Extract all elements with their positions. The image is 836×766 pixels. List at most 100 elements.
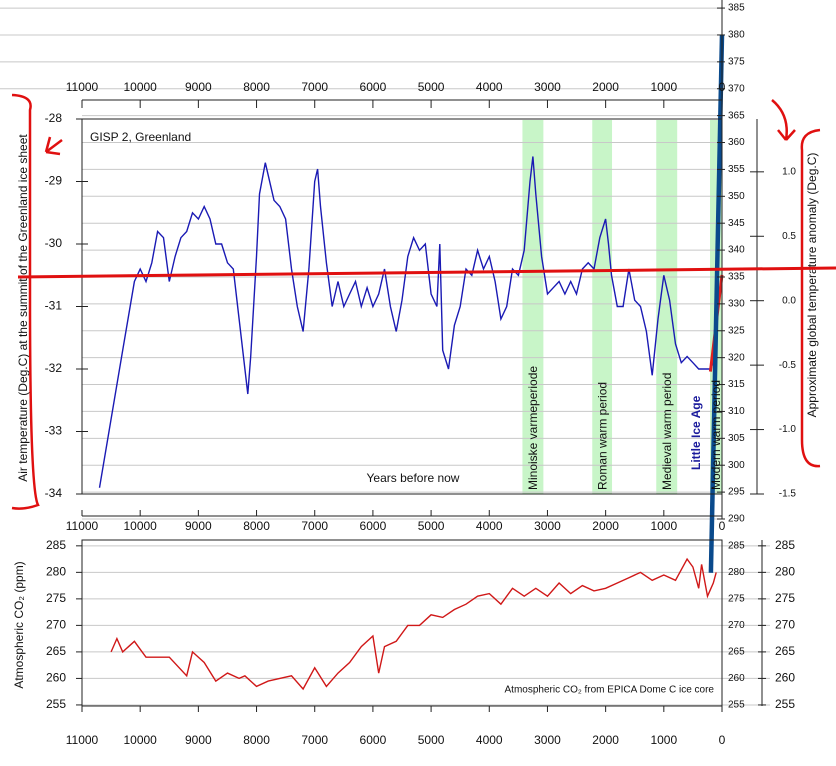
y-tick-label: 255 — [775, 697, 795, 711]
y-tick-label: 280 — [775, 565, 795, 579]
y3-tick-label: 325 — [728, 325, 745, 336]
marks — [98, 34, 725, 691]
y-axis-label: Air temperature (Deg.C) at the summit of… — [16, 134, 30, 482]
x-tick-label: 7000 — [301, 80, 328, 94]
y-tick-label: 265 — [728, 647, 745, 658]
x-tick-label: 1000 — [650, 733, 677, 747]
x-tick-label: 8000 — [243, 733, 270, 747]
hand-annotations — [11, 93, 836, 510]
axes — [76, 0, 766, 712]
x-tick-label: 6000 — [360, 519, 387, 533]
x-tick-label: 5000 — [418, 80, 445, 94]
plot-frame — [81, 118, 723, 495]
y2-tick-label: -0.5 — [779, 360, 797, 371]
y3-tick-label: 335 — [728, 272, 745, 283]
y3-tick-label: 365 — [728, 110, 745, 121]
x-tick-label: 4000 — [476, 519, 503, 533]
y-tick-label: 280 — [46, 565, 66, 579]
x-tick-label: 0 — [719, 733, 726, 747]
co2-source: Atmospheric CO₂ from EPICA Dome C ice co… — [505, 685, 715, 696]
right-arrow — [771, 99, 796, 141]
y-tick-label: 275 — [775, 591, 795, 605]
y-tick-label: 275 — [46, 591, 66, 605]
y-tick-label: -30 — [45, 236, 63, 250]
y3-tick-label: 350 — [728, 191, 745, 202]
y2-tick-label: 0.0 — [782, 295, 796, 306]
x-tick-label: 8000 — [243, 519, 270, 533]
y2-tick-label: -1.0 — [779, 424, 797, 435]
period-label: Modern warm period — [709, 380, 723, 490]
y3-tick-label: 290 — [728, 514, 745, 525]
x-tick-label: 2000 — [592, 80, 619, 94]
period-band — [656, 120, 678, 494]
y2-tick-label: 1.0 — [782, 166, 796, 177]
x-tick-label: 10000 — [123, 519, 157, 533]
x-tick-label: 4000 — [476, 733, 503, 747]
x-axis-label: Years before now — [367, 471, 460, 485]
x-tick-label: 3000 — [534, 80, 561, 94]
x-tick-label: 9000 — [185, 733, 212, 747]
x-tick-label: 9000 — [185, 519, 212, 533]
co2-axis-label: Atmospheric CO₂ (ppm) — [12, 561, 26, 688]
x-tick-label: 6000 — [360, 80, 387, 94]
y-tick-label: 265 — [46, 644, 66, 658]
left-arrow — [44, 136, 63, 156]
y3-tick-label: 295 — [728, 487, 745, 498]
x-tick-label: 8000 — [243, 80, 270, 94]
y-tick-label: -29 — [45, 174, 63, 188]
period-band — [592, 120, 613, 494]
y3-tick-label: 340 — [728, 245, 745, 256]
y-tick-label: 255 — [46, 697, 66, 711]
x-tick-label: 1000 — [650, 519, 677, 533]
y3-tick-label: 330 — [728, 299, 745, 310]
y-tick-label: 270 — [46, 618, 66, 632]
panel-label: GISP 2, Greenland — [90, 130, 191, 144]
y3-tick-label: 300 — [728, 460, 745, 471]
x-tick-label: 2000 — [592, 733, 619, 747]
y3-tick-label: 310 — [728, 406, 745, 417]
x-tick-label: 7000 — [301, 519, 328, 533]
y2-axis-label: Approximate global temperature anomaly (… — [805, 153, 819, 418]
x-tick-label: 4000 — [476, 80, 503, 94]
x-tick-label: 2000 — [592, 519, 619, 533]
x-tick-label: 1000 — [650, 80, 677, 94]
little-ice-age: Little Ice Age — [689, 395, 703, 470]
y3-tick-label: 320 — [728, 352, 745, 363]
x-tick-label: 5000 — [418, 733, 445, 747]
y3-tick-label: 355 — [728, 164, 745, 175]
x-tick-label: 6000 — [360, 733, 387, 747]
y-tick-label: 270 — [775, 618, 795, 632]
y-tick-label: 270 — [728, 620, 745, 631]
x-tick-label: 9000 — [185, 80, 212, 94]
series-line — [98, 156, 717, 488]
y-tick-label: 285 — [775, 538, 795, 552]
y3-tick-label: 315 — [728, 379, 745, 390]
x-tick-label: 0 — [719, 519, 726, 533]
period-label: Minoiske varmeperiode — [526, 366, 540, 490]
labels: GISP 2, Greenland Years before now Air t… — [12, 3, 819, 747]
y2-tick-label: -1.5 — [779, 489, 797, 500]
right-bracket — [800, 128, 821, 468]
period-label: Roman warm period — [595, 382, 609, 490]
x-tick-label: 5000 — [418, 519, 445, 533]
y2-tick-label: 0.5 — [782, 231, 796, 242]
y3-tick-label: 360 — [728, 137, 745, 148]
x-tick-label: 11000 — [66, 519, 99, 533]
y3-tick-label: 305 — [728, 433, 745, 444]
x-tick-label: 10000 — [123, 80, 157, 94]
y-tick-label: 255 — [728, 700, 745, 711]
y-tick-label: -31 — [45, 299, 63, 313]
period-label: Medieval warm period — [660, 373, 674, 490]
y3-tick-label: 370 — [728, 83, 745, 94]
y3-tick-label: 385 — [728, 3, 745, 14]
x-tick-label: 0 — [719, 80, 726, 94]
x-tick-label: 7000 — [301, 733, 328, 747]
y-tick-label: 275 — [728, 594, 745, 605]
x-tick-label: 10000 — [123, 733, 157, 747]
y3-tick-label: 380 — [728, 30, 745, 41]
y-tick-label: 260 — [775, 671, 795, 685]
series-line — [708, 34, 725, 573]
reference-line — [17, 266, 836, 279]
y3-tick-label: 345 — [728, 218, 745, 229]
y3-tick-label: 375 — [728, 56, 745, 67]
